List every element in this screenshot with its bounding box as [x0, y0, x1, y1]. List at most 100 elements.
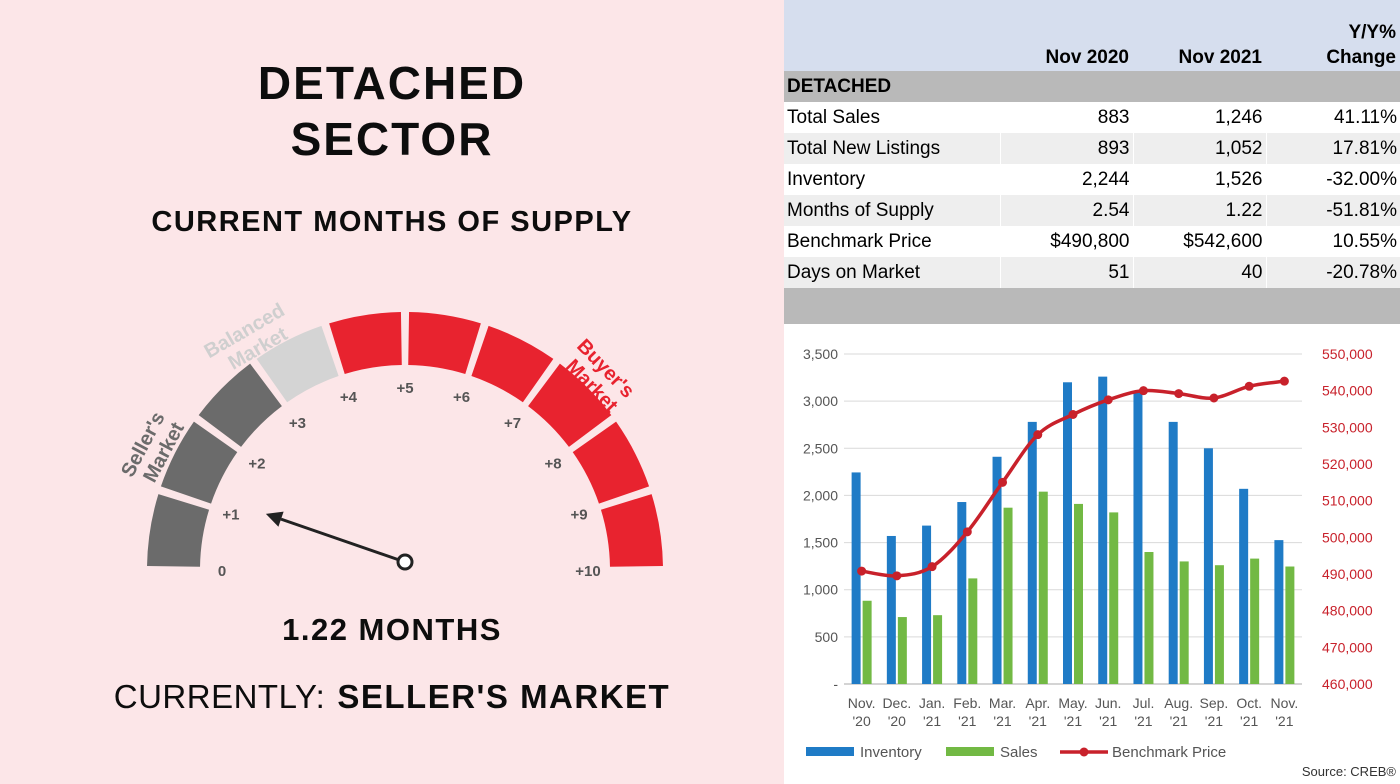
- x-tick-label: Aug. '21: [1164, 695, 1193, 729]
- x-tick-label: Jun. '21: [1095, 695, 1121, 729]
- point-benchmark-price: [1068, 410, 1078, 419]
- gauge-tick-label: +2: [248, 455, 265, 472]
- legend-label-benchmark-price: Benchmark Price: [1112, 744, 1226, 761]
- y-left-tick-label: 2,500: [803, 440, 838, 456]
- point-benchmark-price: [857, 566, 867, 576]
- page-title-line1: DETACHED: [257, 57, 527, 109]
- y-left-tick-label: 3,500: [803, 346, 838, 362]
- table-row: Total Sales 883 1,246 41.11%: [784, 102, 1400, 133]
- y-left-tick-label: 3,000: [803, 393, 838, 409]
- table-cell: 41.11%: [1265, 102, 1400, 133]
- bar-sales: [1250, 558, 1260, 684]
- table-cell: 2,244: [999, 164, 1133, 195]
- table-cell: 1,246: [1132, 102, 1266, 133]
- table-row-label: Days on Market: [784, 257, 1000, 288]
- market-status-value: SELLER'S MARKET: [337, 678, 671, 715]
- table-cell: 10.55%: [1265, 226, 1400, 257]
- x-tick-label: Feb. '21: [953, 695, 981, 729]
- table-header-nov2021: Nov 2021: [1133, 0, 1266, 71]
- legend-marker-benchmark-price: [1079, 747, 1089, 757]
- bar-sales: [968, 578, 978, 684]
- gauge-tick-label: +9: [570, 506, 587, 523]
- point-benchmark-price: [1209, 393, 1219, 403]
- table-header: Nov 2020 Nov 2021 Y/Y% Change: [784, 0, 1400, 71]
- bar-inventory: [1133, 391, 1143, 684]
- table-row-label: Total New Listings: [784, 133, 1000, 164]
- x-tick-label: Jul. '21: [1133, 695, 1155, 729]
- gauge-segment: [198, 363, 282, 447]
- table-cell: -51.81%: [1265, 195, 1400, 226]
- x-tick-label: Dec. '20: [882, 695, 911, 729]
- bar-sales: [1003, 507, 1013, 684]
- table-cell: 1,526: [1132, 164, 1266, 195]
- y-left-tick-label: 1,500: [803, 535, 838, 551]
- table-section-label: DETACHED: [784, 71, 1400, 102]
- gauge-segment: [471, 325, 554, 403]
- gauge-panel: DETACHED SECTOR CURRENT MONTHS OF SUPPLY…: [0, 0, 784, 784]
- gauge-segment: [600, 494, 663, 567]
- y-left-tick-label: -: [833, 676, 838, 692]
- table-row-label: Total Sales: [784, 102, 1000, 133]
- bar-sales: [1214, 565, 1224, 684]
- gauge-tick-label: +5: [396, 380, 413, 397]
- stats-panel: Nov 2020 Nov 2021 Y/Y% Change DETACHED To…: [784, 0, 1400, 784]
- needle-arrowhead: [265, 511, 284, 527]
- bar-sales: [1038, 491, 1048, 684]
- point-benchmark-price: [892, 571, 902, 581]
- bar-sales: [862, 600, 872, 684]
- point-benchmark-price: [1103, 395, 1113, 405]
- bar-sales: [1179, 561, 1189, 684]
- needle-pivot: [396, 553, 414, 571]
- y-right-tick-label: 460,000: [1322, 676, 1373, 692]
- legend-label-inventory: Inventory: [860, 744, 922, 761]
- legend-swatch-inventory: [806, 747, 854, 756]
- legend-label-sales: Sales: [1000, 744, 1038, 761]
- months-value: 1.22 MONTHS: [282, 612, 502, 647]
- chart-source: Source: CREB®: [1302, 764, 1397, 779]
- x-tick-label: Oct. '21: [1236, 695, 1262, 729]
- bar-inventory: [992, 456, 1002, 684]
- market-status: CURRENTLY: SELLER'S MARKET: [0, 678, 784, 716]
- x-tick-label: May. '21: [1058, 695, 1087, 729]
- table-row: Months of Supply 2.54 1.22 -51.81%: [784, 195, 1400, 226]
- gauge-segment: [408, 312, 481, 375]
- y-right-tick-label: 490,000: [1322, 566, 1373, 582]
- bar-sales: [1109, 512, 1119, 684]
- gauge-segment: [528, 363, 612, 447]
- point-benchmark-price: [927, 562, 937, 572]
- bar-inventory: [851, 472, 861, 684]
- gauge-subtitle: CURRENT MONTHS OF SUPPLY: [151, 206, 633, 238]
- table-cell: -20.78%: [1265, 257, 1400, 288]
- bar-inventory: [1274, 540, 1284, 684]
- gauge-tick-label: +6: [453, 389, 470, 406]
- y-right-tick-label: 520,000: [1322, 456, 1373, 472]
- table-header-nov2020: Nov 2020: [1000, 0, 1133, 71]
- table-cell: -32.00%: [1265, 164, 1400, 195]
- y-right-tick-label: 540,000: [1322, 383, 1373, 399]
- point-benchmark-price: [1138, 386, 1148, 396]
- table-cell: 51: [999, 257, 1133, 288]
- legend-swatch-sales: [946, 747, 994, 756]
- gauge-tick-label: +8: [544, 455, 561, 472]
- gauge-tick-label: 0: [218, 563, 226, 580]
- bar-sales: [1074, 503, 1083, 684]
- bar-inventory: [886, 535, 896, 684]
- table-row-label: Months of Supply: [784, 195, 1000, 226]
- bar-inventory: [1098, 376, 1108, 684]
- table-cell: 17.81%: [1265, 133, 1400, 164]
- market-status-label: CURRENTLY:: [113, 678, 326, 715]
- bar-inventory: [1203, 448, 1213, 684]
- table-row-label: Benchmark Price: [784, 226, 1000, 257]
- table-row: Benchmark Price $490,800 $542,600 10.55%: [784, 226, 1400, 257]
- gauge-tick-label: +4: [340, 389, 358, 406]
- bar-inventory: [1239, 488, 1249, 684]
- y-right-tick-label: 470,000: [1322, 639, 1373, 655]
- point-benchmark-price: [1244, 381, 1254, 391]
- gauge-segment: [160, 421, 238, 504]
- point-benchmark-price: [998, 477, 1008, 487]
- combo-chart: - 500 1,000 1,500 2,000 2,500 3,000 3,500 460,0…: [803, 346, 1397, 779]
- table-footer-band: [784, 288, 1400, 324]
- gauge-tick-label: +10: [575, 563, 600, 580]
- table-cell: 1,052: [1132, 133, 1266, 164]
- table-row: Total New Listings 893 1,052 17.81%: [784, 133, 1400, 164]
